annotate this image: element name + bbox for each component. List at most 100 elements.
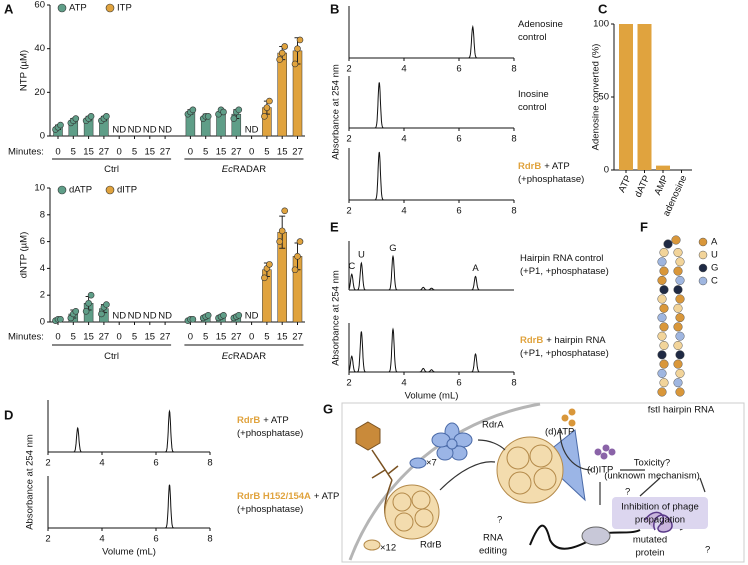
legend-label: dITP	[117, 185, 137, 196]
rna-strand	[529, 524, 641, 550]
trace-label-text: (+P1, +phosphatase)	[520, 348, 609, 359]
nucleotide	[659, 247, 669, 258]
x-tick-label: 2	[346, 134, 351, 145]
x-tick-label: 0	[188, 147, 193, 158]
replicate-point	[294, 45, 301, 52]
phage-head	[355, 421, 381, 451]
x-tick-label: 15	[83, 147, 94, 158]
y-axis-label: dNTP (µM)	[19, 232, 30, 278]
schematic-label: ?	[497, 515, 502, 526]
value-label: ND	[128, 125, 142, 136]
legend-marker	[698, 237, 708, 247]
group-label: EcRADAR	[222, 164, 266, 175]
legend-label: A	[711, 237, 718, 248]
nucleotide	[659, 285, 669, 295]
value-label: ND	[158, 125, 172, 136]
x-tick-label: 5	[264, 332, 269, 343]
panel-label: E	[330, 219, 339, 234]
rdrb-monomer	[363, 539, 381, 551]
x-tick-label: 15	[145, 332, 156, 343]
y-axis-label: Absorbance at 254 nm	[331, 64, 342, 160]
x-tick-label: 5	[203, 147, 208, 158]
panel-label: B	[330, 1, 339, 16]
x-tick-label: 0	[249, 147, 254, 158]
panel-label: F	[640, 219, 648, 234]
x-tick-label: 27	[99, 147, 110, 158]
x-tick-label: 2	[346, 64, 351, 75]
schematic-label: protein	[635, 548, 664, 559]
y-tick-label: 8	[40, 209, 45, 220]
nucleotide	[659, 322, 669, 332]
replicate-point	[276, 56, 284, 63]
nucleotide	[663, 239, 673, 249]
nucleotide	[659, 340, 669, 351]
trace-label: (+P1, +phosphatase)	[520, 348, 609, 359]
trace-label: Inosine	[518, 89, 549, 100]
bar	[277, 52, 287, 137]
panel-label: C	[598, 1, 608, 16]
group-label-text: Ctrl	[104, 351, 119, 362]
replicate-point	[261, 274, 268, 282]
schematic-label: ×7	[426, 458, 437, 469]
nucleotide	[673, 378, 683, 388]
replicate-point	[220, 108, 227, 116]
replicate-point	[266, 261, 273, 268]
x-tick-label: 0	[55, 332, 60, 343]
x-tick-label: 6	[456, 64, 461, 75]
trace	[349, 24, 514, 59]
value-label: ND	[158, 311, 172, 322]
x-tick-label: 6	[153, 534, 158, 545]
x-tick-label: 8	[511, 378, 516, 389]
y-tick-label: 6	[40, 236, 45, 247]
trace-label-text: + hairpin RNA	[546, 335, 606, 346]
trace	[349, 151, 514, 201]
trace-label: (+phosphatase)	[237, 504, 303, 515]
x-tick-label: 0	[249, 332, 254, 343]
trace-label-text: + ATP	[314, 491, 339, 502]
nucleotide	[657, 257, 667, 267]
replicate-point	[278, 227, 286, 235]
nucleotide	[671, 235, 681, 245]
x-tick-label: 2	[346, 378, 351, 389]
legend-label: ITP	[117, 3, 132, 14]
group-label-italic: Ec	[222, 164, 233, 175]
x-tick-label: 15	[216, 332, 227, 343]
x-tick-label: 27	[99, 332, 110, 343]
trace	[48, 409, 210, 453]
legend-label: C	[711, 276, 718, 287]
phage-tail	[371, 449, 399, 531]
schematic-label: (d)ITP	[587, 465, 613, 476]
hairpin-caption: fstI hairpin RNA	[648, 405, 715, 416]
replicate-point	[189, 106, 197, 114]
trace-label: control	[518, 32, 547, 43]
schematic-shapes	[341, 402, 745, 563]
x-tick-label: 8	[207, 534, 212, 545]
x-axis-label: Minutes:	[8, 332, 44, 343]
trace-label-text: Hairpin RNA control	[520, 253, 603, 264]
replicate-point	[281, 207, 289, 215]
legend-marker	[57, 185, 67, 195]
replicate-point	[98, 310, 105, 318]
schematic-label: editing	[479, 546, 507, 557]
rdra	[431, 422, 473, 461]
nucleotide	[657, 368, 667, 378]
x-tick-label: 4	[401, 206, 406, 217]
y-axis-label: NTP (µM)	[19, 50, 30, 91]
y-axis-label: Absorbance at 254 nm	[331, 270, 342, 366]
y-tick-label: 10	[34, 183, 45, 194]
x-tick-label: 6	[456, 206, 461, 217]
x-tick-label: 8	[511, 134, 516, 145]
value-label: ND	[143, 125, 157, 136]
value-label: ND	[128, 311, 142, 322]
x-tick-label: 27	[160, 332, 171, 343]
trace-label: (+P1, +phosphatase)	[520, 266, 609, 277]
nucleotide	[659, 266, 669, 276]
replicate-point	[296, 238, 304, 245]
trace-label-highlight: RdrB H152/154A	[237, 491, 311, 502]
y-tick-label: 50	[598, 92, 609, 103]
x-tick-label: 27	[231, 332, 242, 343]
schematic-label: RNA	[483, 533, 504, 544]
panel-label: D	[4, 407, 13, 422]
nucleotide	[673, 266, 683, 276]
replicate-point	[72, 115, 80, 122]
